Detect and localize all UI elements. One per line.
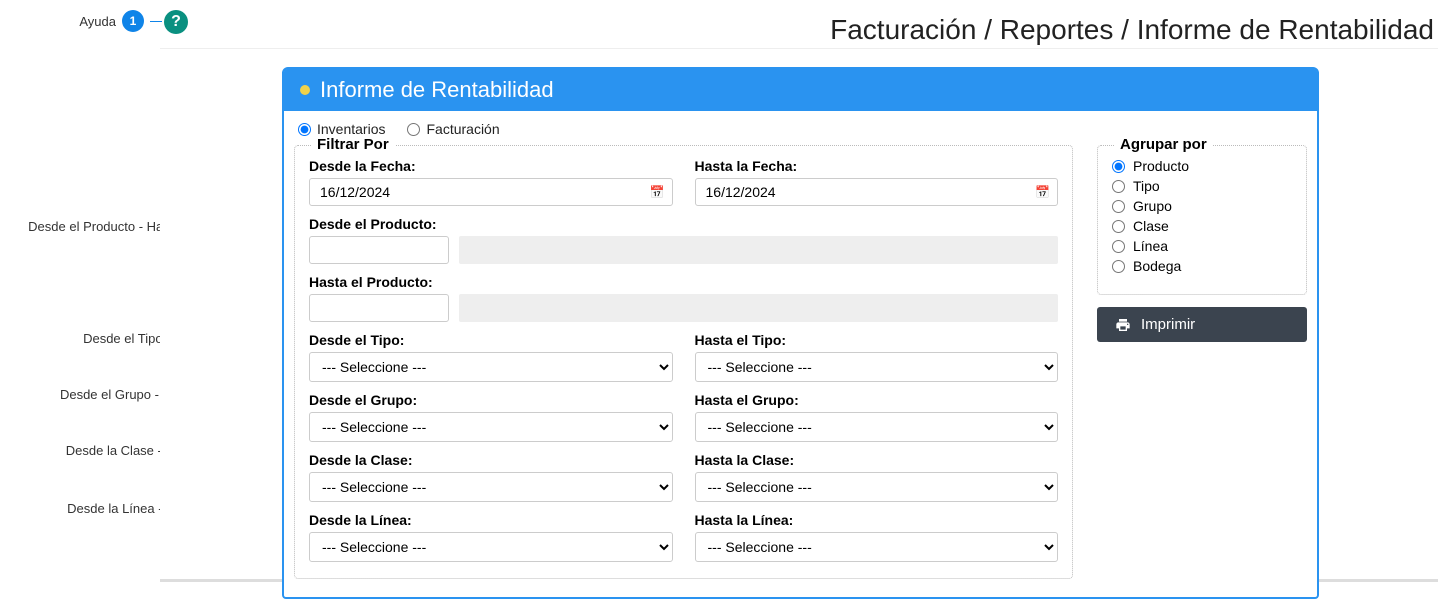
to-date-label: Hasta la Fecha: <box>695 158 1059 174</box>
from-date-label: Desde la Fecha: <box>309 158 673 174</box>
annotation-connector <box>150 21 162 22</box>
group-radio-clase[interactable]: Clase <box>1112 218 1292 234</box>
to-type-select[interactable]: --- Seleccione --- <box>695 352 1059 382</box>
from-class-label: Desde la Clase: <box>309 452 673 468</box>
from-group-label: Desde el Grupo: <box>309 392 673 408</box>
group-radio-grupo[interactable]: Grupo <box>1112 198 1292 214</box>
from-product-desc <box>459 236 1058 264</box>
to-product-field: Hasta el Producto: <box>309 274 1058 322</box>
from-line-select[interactable]: --- Seleccione --- <box>309 532 673 562</box>
report-panel: Informe de Rentabilidad Inventarios Fact… <box>282 67 1319 599</box>
group-radio-bodega-input[interactable] <box>1112 260 1125 273</box>
group-radio-label: Línea <box>1133 238 1168 254</box>
group-legend: Agrupar por <box>1114 136 1213 153</box>
to-class-label: Hasta la Clase: <box>695 452 1059 468</box>
group-radio-label: Grupo <box>1133 198 1172 214</box>
from-class-select[interactable]: --- Seleccione --- <box>309 472 673 502</box>
from-line-field: Desde la Línea: --- Seleccione --- <box>309 512 673 562</box>
annotation-help: Ayuda 1 <box>0 10 162 32</box>
print-icon <box>1115 317 1131 333</box>
radio-inventarios-label: Inventarios <box>317 121 385 137</box>
to-class-select[interactable]: --- Seleccione --- <box>695 472 1059 502</box>
from-type-select[interactable]: --- Seleccione --- <box>309 352 673 382</box>
from-group-select[interactable]: --- Seleccione --- <box>309 412 673 442</box>
radio-facturacion[interactable]: Facturación <box>407 121 499 137</box>
group-fieldset: Agrupar por Producto Tipo Grupo Clase Lí… <box>1097 145 1307 295</box>
radio-inventarios[interactable]: Inventarios <box>298 121 385 137</box>
to-group-label: Hasta el Grupo: <box>695 392 1059 408</box>
radio-inventarios-input[interactable] <box>298 123 311 136</box>
breadcrumb: Facturación / Reportes / Informe de Rent… <box>830 14 1434 46</box>
to-type-field: Hasta el Tipo: --- Seleccione --- <box>695 332 1059 382</box>
radio-facturacion-input[interactable] <box>407 123 420 136</box>
to-product-label: Hasta el Producto: <box>309 274 1058 290</box>
from-group-field: Desde el Grupo: --- Seleccione --- <box>309 392 673 442</box>
help-icon[interactable]: ? <box>164 10 188 34</box>
to-date-input[interactable] <box>695 178 1059 206</box>
group-radio-label: Producto <box>1133 158 1189 174</box>
to-type-label: Hasta el Tipo: <box>695 332 1059 348</box>
from-product-label: Desde el Producto: <box>309 216 1058 232</box>
print-button[interactable]: Imprimir <box>1097 307 1307 342</box>
print-button-label: Imprimir <box>1141 316 1195 333</box>
to-group-field: Hasta el Grupo: --- Seleccione --- <box>695 392 1059 442</box>
from-product-field: Desde el Producto: <box>309 216 1058 264</box>
from-product-input[interactable] <box>309 236 449 264</box>
to-product-desc <box>459 294 1058 322</box>
to-group-select[interactable]: --- Seleccione --- <box>695 412 1059 442</box>
to-line-label: Hasta la Línea: <box>695 512 1059 528</box>
group-radio-grupo-input[interactable] <box>1112 200 1125 213</box>
group-radio-linea-input[interactable] <box>1112 240 1125 253</box>
group-radio-producto[interactable]: Producto <box>1112 158 1292 174</box>
group-radio-label: Tipo <box>1133 178 1160 194</box>
filter-legend: Filtrar Por <box>311 136 395 153</box>
group-radio-bodega[interactable]: Bodega <box>1112 258 1292 274</box>
radio-facturacion-label: Facturación <box>426 121 499 137</box>
panel-body: Inventarios Facturación Filtrar Por Desd… <box>284 111 1317 597</box>
group-radio-producto-input[interactable] <box>1112 160 1125 173</box>
main-container: Informe de Rentabilidad Inventarios Fact… <box>160 48 1438 582</box>
to-line-field: Hasta la Línea: --- Seleccione --- <box>695 512 1059 562</box>
group-radio-tipo[interactable]: Tipo <box>1112 178 1292 194</box>
annotation-label: Ayuda <box>79 14 116 29</box>
from-class-field: Desde la Clase: --- Seleccione --- <box>309 452 673 502</box>
panel-title: Informe de Rentabilidad <box>320 77 554 103</box>
to-line-select[interactable]: --- Seleccione --- <box>695 532 1059 562</box>
from-type-field: Desde el Tipo: --- Seleccione --- <box>309 332 673 382</box>
group-radio-tipo-input[interactable] <box>1112 180 1125 193</box>
group-radio-linea[interactable]: Línea <box>1112 238 1292 254</box>
to-class-field: Hasta la Clase: --- Seleccione --- <box>695 452 1059 502</box>
group-radio-clase-input[interactable] <box>1112 220 1125 233</box>
from-date-input[interactable] <box>309 178 673 206</box>
group-radio-label: Bodega <box>1133 258 1181 274</box>
annotation-number: 1 <box>122 10 144 32</box>
header-dot-icon <box>300 85 310 95</box>
to-product-input[interactable] <box>309 294 449 322</box>
from-line-label: Desde la Línea: <box>309 512 673 528</box>
from-type-label: Desde el Tipo: <box>309 332 673 348</box>
group-radio-label: Clase <box>1133 218 1169 234</box>
to-date-field: Hasta la Fecha: 📅 <box>695 158 1059 206</box>
from-date-field: Desde la Fecha: 📅 <box>309 158 673 206</box>
filter-fieldset: Filtrar Por Desde la Fecha: 📅 Hasta la <box>294 145 1073 579</box>
panel-header: Informe de Rentabilidad <box>284 69 1317 111</box>
